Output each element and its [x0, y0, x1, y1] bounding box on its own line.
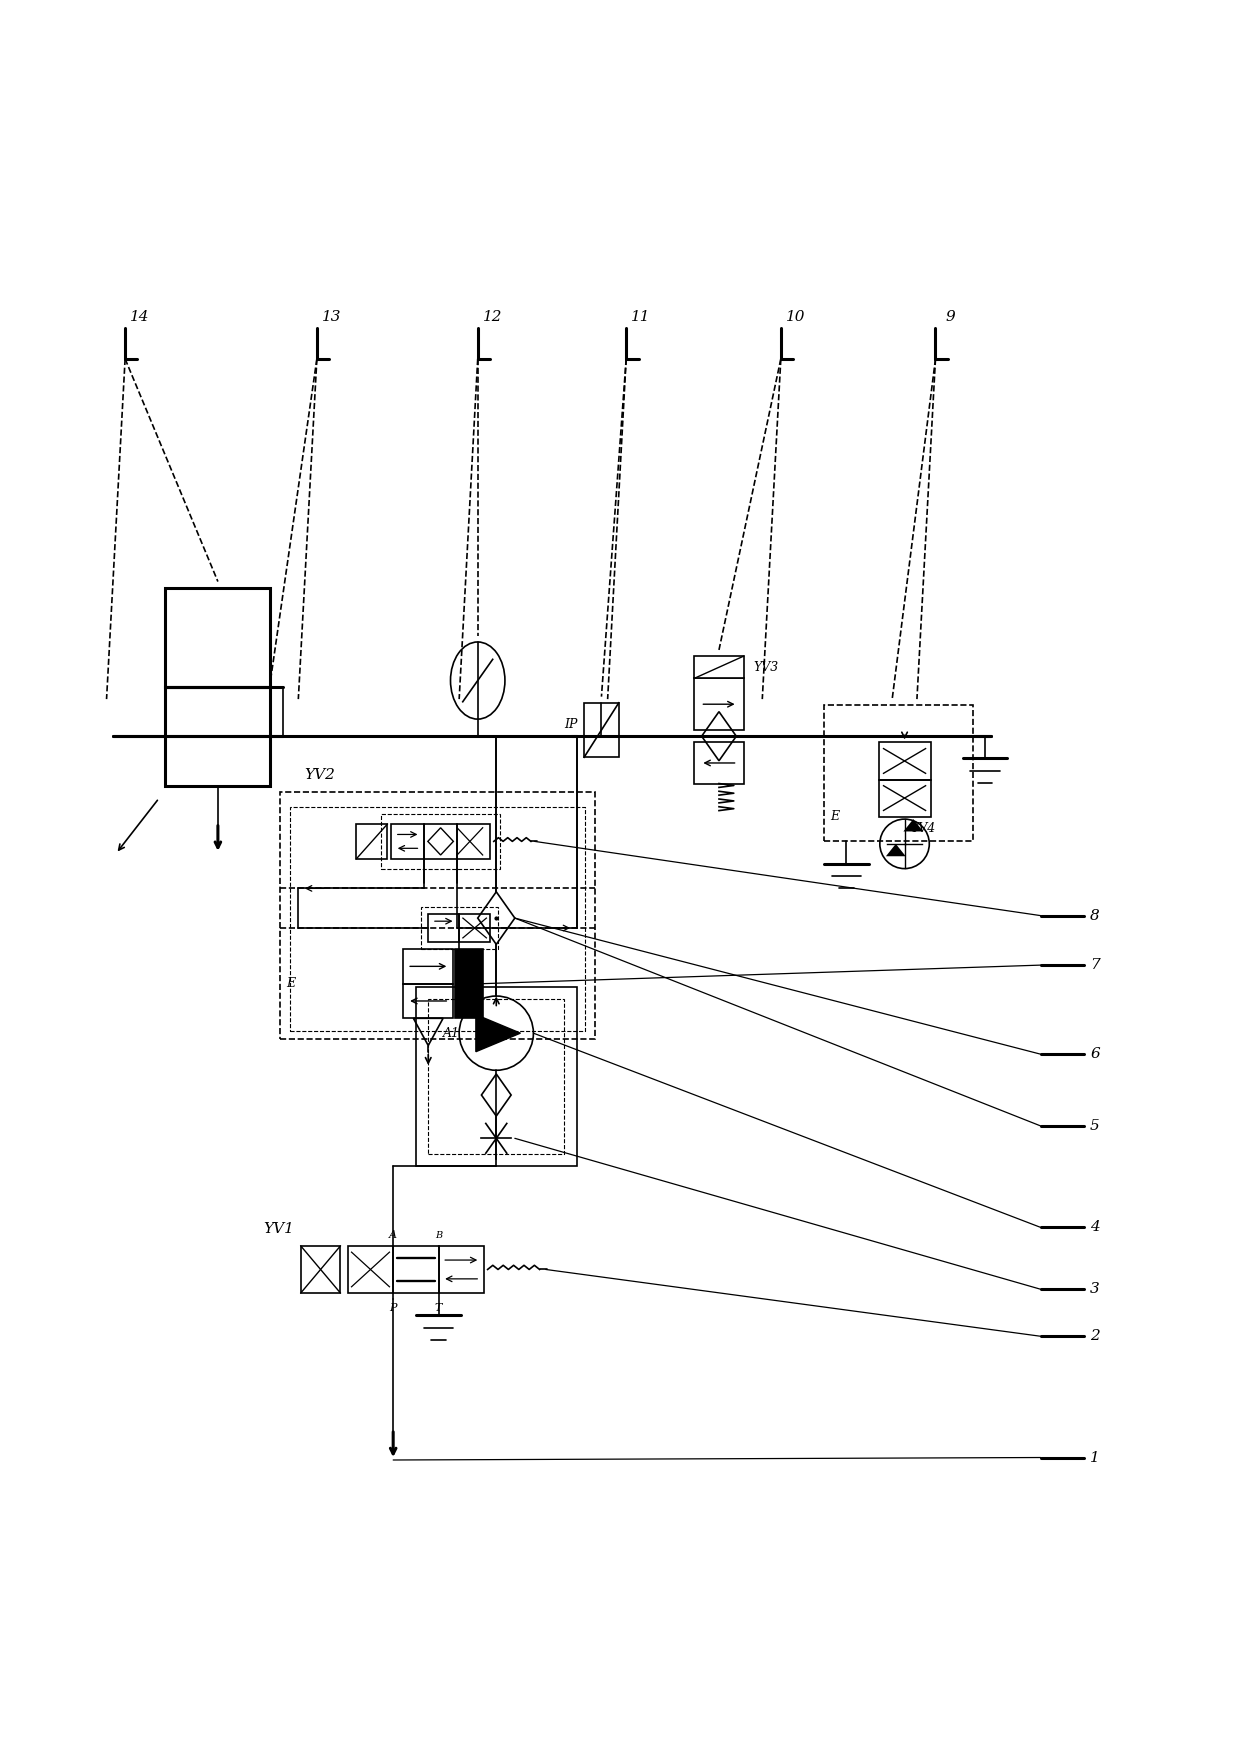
- Bar: [165, 589, 270, 687]
- Text: YV3: YV3: [754, 661, 779, 673]
- Text: 2: 2: [1090, 1330, 1100, 1344]
- Text: 9: 9: [945, 311, 955, 325]
- Bar: [403, 984, 453, 1019]
- Bar: [280, 792, 595, 1040]
- Bar: [694, 678, 744, 729]
- Text: 10: 10: [786, 311, 806, 325]
- Bar: [347, 1246, 393, 1293]
- Bar: [825, 705, 972, 842]
- Text: 11: 11: [631, 311, 651, 325]
- Bar: [420, 907, 497, 949]
- Text: E: E: [286, 977, 295, 991]
- Text: 13: 13: [322, 311, 341, 325]
- Text: E: E: [831, 810, 839, 822]
- Text: 12: 12: [482, 311, 502, 325]
- Text: 14: 14: [130, 311, 150, 325]
- Polygon shape: [476, 1014, 521, 1052]
- Bar: [356, 824, 387, 859]
- Bar: [428, 914, 459, 942]
- Polygon shape: [885, 843, 905, 856]
- Text: T: T: [435, 1304, 443, 1312]
- Bar: [455, 949, 482, 1019]
- Bar: [393, 1246, 439, 1293]
- Bar: [403, 949, 453, 984]
- Bar: [391, 824, 424, 859]
- Polygon shape: [904, 819, 924, 831]
- Bar: [459, 914, 490, 942]
- Text: 5: 5: [1090, 1119, 1100, 1133]
- Bar: [879, 780, 930, 817]
- Text: YV2: YV2: [305, 768, 335, 782]
- Text: 6: 6: [1090, 1047, 1100, 1061]
- Bar: [381, 813, 500, 868]
- Bar: [439, 1246, 484, 1293]
- Text: 8: 8: [1090, 908, 1100, 922]
- Text: P: P: [389, 1304, 397, 1312]
- Text: YV1: YV1: [264, 1223, 295, 1237]
- Bar: [301, 1246, 341, 1293]
- Bar: [424, 824, 458, 859]
- Bar: [415, 987, 577, 1167]
- Text: YV4: YV4: [910, 822, 936, 835]
- Bar: [694, 655, 744, 678]
- Text: 1: 1: [1090, 1451, 1100, 1465]
- Text: B: B: [435, 1230, 443, 1240]
- Text: IP: IP: [564, 719, 578, 731]
- Bar: [879, 743, 930, 780]
- Bar: [458, 824, 490, 859]
- Bar: [290, 806, 585, 1031]
- Bar: [428, 1000, 564, 1154]
- Text: A: A: [389, 1230, 397, 1240]
- Bar: [165, 687, 270, 785]
- Bar: [694, 743, 744, 784]
- Text: A1: A1: [443, 1026, 460, 1040]
- Bar: [584, 703, 619, 757]
- Text: 4: 4: [1090, 1221, 1100, 1235]
- Text: 3: 3: [1090, 1283, 1100, 1297]
- Text: 7: 7: [1090, 958, 1100, 972]
